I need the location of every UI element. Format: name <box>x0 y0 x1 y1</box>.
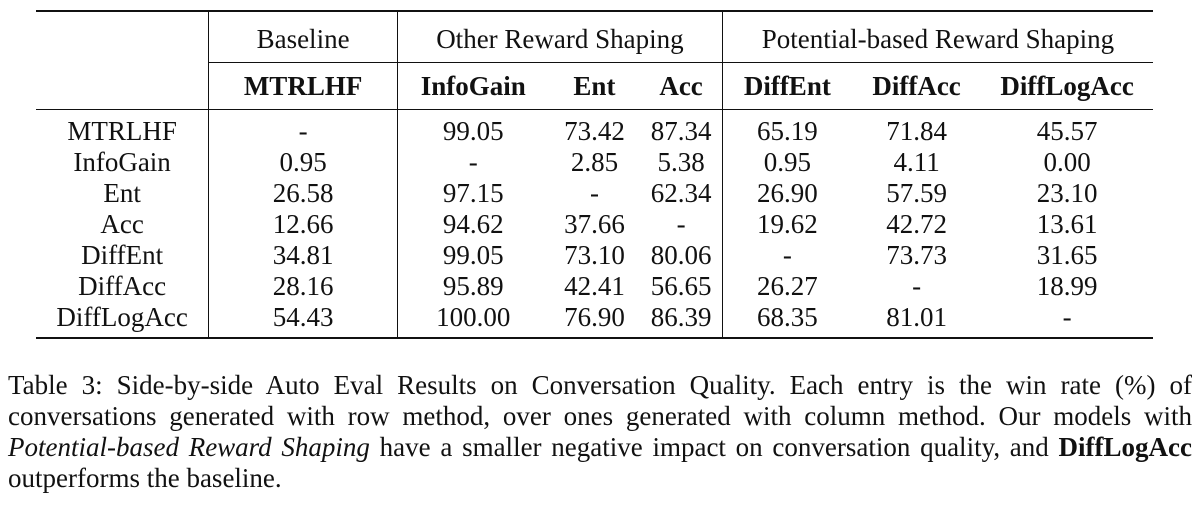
table-cell: 95.89 <box>396 271 549 302</box>
table-cell: 13.61 <box>1036 209 1098 239</box>
table-row: Acc 12.66 94.62 37.66 - 19.62 42.72 13.6… <box>36 209 1153 240</box>
table-cell: 99.05 <box>396 109 549 147</box>
table-cell: 56.65 <box>650 271 712 301</box>
table-cell: 0.95 <box>721 147 852 178</box>
column-header-diffent: DiffEnt <box>721 62 852 110</box>
column-header-row: MTRLHF InfoGain Ent Acc DiffEnt DiffAcc … <box>36 62 1153 110</box>
table-cell: 4.11 <box>893 147 940 177</box>
caption-text: have a smaller negative impact on conver… <box>369 432 1059 462</box>
table-cell: 80.06 <box>650 240 712 270</box>
row-label: InfoGain <box>73 147 171 177</box>
column-header-ent: Ent <box>548 62 641 110</box>
table-cell: 73.73 <box>886 240 947 270</box>
caption-emphasis: Potential-based Reward Shaping <box>8 432 370 462</box>
table-row: DiffEnt 34.81 99.05 73.10 80.06 - 73.73 … <box>36 240 1153 271</box>
results-table-container: Baseline Other Reward Shaping Potential-… <box>36 10 1164 339</box>
table-cell: 28.16 <box>208 271 398 302</box>
table-cell: 99.05 <box>396 240 549 271</box>
table-cell: 5.38 <box>657 147 705 177</box>
column-header-mtrlhf: MTRLHF <box>208 62 398 110</box>
table-row: Ent 26.58 97.15 - 62.34 26.90 57.59 23.1… <box>36 178 1153 209</box>
table-cell: 76.90 <box>548 302 641 339</box>
column-header-difflogacc: DiffLogAcc <box>981 62 1153 110</box>
column-header-diffacc: DiffAcc <box>851 62 982 110</box>
row-label: Acc <box>100 209 144 239</box>
caption-text: Table 3: Side-by-side Auto Eval Results … <box>8 370 1192 431</box>
table-cell: 62.34 <box>650 178 712 208</box>
table-cell: 19.62 <box>721 209 852 240</box>
table-cell: - <box>981 302 1153 339</box>
table-cell: 26.27 <box>721 271 852 302</box>
caption-text: outperforms the baseline. <box>8 463 282 493</box>
table-cell: 34.81 <box>208 240 398 271</box>
table-cell: 71.84 <box>851 109 982 147</box>
table-cell: - <box>208 109 398 147</box>
group-header-potential: Potential-based Reward Shaping <box>721 10 1153 63</box>
table-cell: 97.15 <box>396 178 549 209</box>
row-label: DiffEnt <box>81 240 164 270</box>
group-header-other: Other Reward Shaping <box>397 10 723 63</box>
caption-strong: DiffLogAcc <box>1058 432 1192 462</box>
table-cell: 57.59 <box>886 178 947 208</box>
row-label: DiffAcc <box>78 271 167 301</box>
table-cell: 0.95 <box>208 147 398 178</box>
row-label: MTRLHF <box>36 109 209 147</box>
table-row: DiffAcc 28.16 95.89 42.41 56.65 26.27 - … <box>36 271 1153 302</box>
table-cell: 86.39 <box>640 302 723 339</box>
group-header-row: Baseline Other Reward Shaping Potential-… <box>36 10 1153 63</box>
group-header-baseline: Baseline <box>208 10 398 63</box>
corner-cell <box>36 10 209 63</box>
table-cell: 73.42 <box>548 109 641 147</box>
table-cell: 23.10 <box>1036 178 1098 208</box>
table-cell: 37.66 <box>564 209 625 239</box>
table-cell: 31.65 <box>1036 240 1098 270</box>
table-row: DiffLogAcc 54.43 100.00 76.90 86.39 68.3… <box>36 302 1153 339</box>
row-label: DiffLogAcc <box>36 302 209 339</box>
corner-cell-2 <box>36 63 209 110</box>
table-cell: 26.90 <box>721 178 852 209</box>
table-cell: 26.58 <box>208 178 398 209</box>
row-label: Ent <box>103 178 141 208</box>
table-cell: 65.19 <box>721 109 852 147</box>
table-cell: - <box>396 147 549 178</box>
table-cell: 73.10 <box>564 240 625 270</box>
table-cell: 0.00 <box>1043 147 1091 177</box>
table-cell: 42.41 <box>564 271 625 301</box>
column-header-acc: Acc <box>640 62 723 110</box>
table-cell: 18.99 <box>1036 271 1098 301</box>
table-cell: - <box>721 240 852 271</box>
column-header-infogain: InfoGain <box>396 62 549 110</box>
table-row: InfoGain 0.95 - 2.85 5.38 0.95 4.11 0.00 <box>36 147 1153 178</box>
table-cell: - <box>676 209 686 239</box>
table-cell: 87.34 <box>640 109 723 147</box>
table-cell: 2.85 <box>570 147 619 177</box>
table-cell: 54.43 <box>208 302 398 339</box>
table-cell: 94.62 <box>396 209 549 240</box>
table-caption: Table 3: Side-by-side Auto Eval Results … <box>8 370 1192 494</box>
table-row: MTRLHF - 99.05 73.42 87.34 65.19 71.84 4… <box>36 109 1153 147</box>
table-cell: 81.01 <box>851 302 982 339</box>
results-table: Baseline Other Reward Shaping Potential-… <box>36 10 1153 339</box>
table-cell: 45.57 <box>981 109 1153 147</box>
table-cell: - <box>589 178 599 208</box>
table-cell: - <box>912 271 922 301</box>
table-cell: 42.72 <box>886 209 947 239</box>
table-cell: 12.66 <box>208 209 398 240</box>
table-cell: 68.35 <box>721 302 852 339</box>
table-cell: 100.00 <box>396 302 549 339</box>
